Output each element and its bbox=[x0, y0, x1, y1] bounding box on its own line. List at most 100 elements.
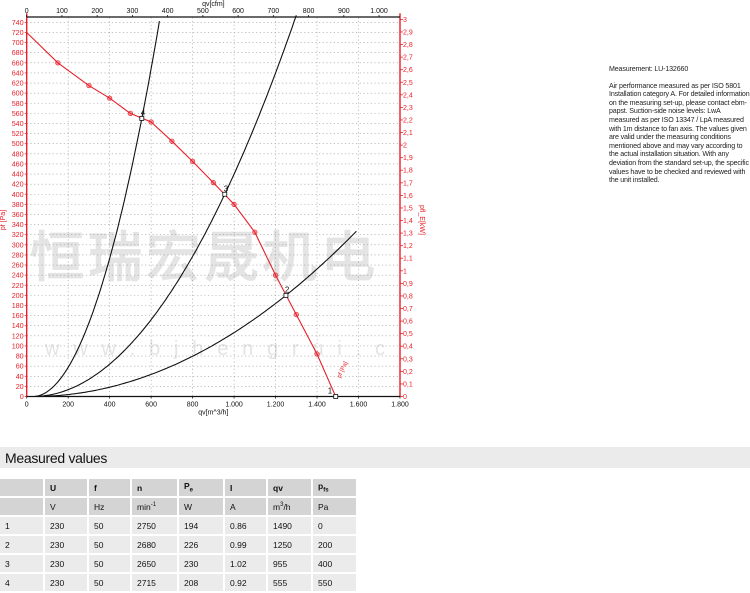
y-tick-label: 420 bbox=[12, 180, 24, 189]
y-tick-label: 360 bbox=[12, 210, 24, 219]
y-tick-label: 740 bbox=[12, 18, 24, 27]
y-tick-label: 700 bbox=[12, 38, 24, 47]
table-cell bbox=[0, 479, 43, 496]
table-cell: 226 bbox=[179, 536, 223, 553]
y2-tick-label: 0,1 bbox=[403, 381, 413, 388]
measured-values-title: Measured values bbox=[5, 450, 108, 466]
y-tick-label: 260 bbox=[12, 261, 24, 270]
y-tick-label: 660 bbox=[12, 58, 24, 67]
system-curve bbox=[32, 21, 160, 398]
table-cell: 230 bbox=[45, 536, 87, 553]
table-cell: Pa bbox=[313, 498, 356, 515]
y2-tick-label: 1,5 bbox=[403, 205, 413, 212]
y-tick-label: 340 bbox=[12, 220, 24, 229]
y2-tick-label: 3 bbox=[403, 17, 407, 24]
y-tick-label: 400 bbox=[12, 190, 24, 199]
x2-tick-label: 100 bbox=[56, 8, 68, 15]
y2-tick-label: 0,7 bbox=[403, 306, 413, 313]
table-cell: 230 bbox=[45, 517, 87, 534]
y-tick-label: 80 bbox=[16, 352, 24, 361]
fan-curve-marker bbox=[148, 119, 154, 125]
operating-point-label: 3 bbox=[224, 184, 229, 193]
table-cell: 200 bbox=[313, 536, 356, 553]
y2-tick-label: 0,9 bbox=[403, 281, 413, 288]
fan-curve-marker bbox=[86, 82, 92, 89]
y2-tick-label: 1,4 bbox=[403, 218, 413, 225]
y-tick-label: 600 bbox=[12, 89, 24, 98]
table-cell: qv bbox=[268, 479, 311, 496]
fan-curve-marker bbox=[293, 311, 299, 318]
table-cell: W bbox=[179, 498, 223, 515]
y-tick-label: 520 bbox=[12, 129, 24, 138]
table-cell: 1 bbox=[0, 517, 43, 534]
x2-tick-label: 0 bbox=[25, 8, 29, 15]
y2-tick-label: 1,2 bbox=[403, 243, 413, 250]
fan-curve-marker bbox=[190, 158, 196, 164]
measurement-description: Air performance measured as per ISO 5801… bbox=[609, 81, 750, 185]
fan-curve-marker bbox=[252, 229, 258, 235]
table-cell: 550 bbox=[313, 574, 356, 591]
x-tick-label: 1.200 bbox=[267, 402, 285, 409]
table-cell: 50 bbox=[89, 574, 130, 591]
y2-tick-label: 0,4 bbox=[403, 344, 413, 351]
watermark-url: w w w . b j h e n g r u i . c bbox=[44, 338, 385, 360]
watermark-text: 恒瑞宏晟机电 bbox=[30, 228, 375, 288]
y2-tick-label: 1,8 bbox=[403, 168, 413, 175]
x2-axis-label: qv[cfm] bbox=[202, 1, 225, 8]
fan-curve-marker bbox=[107, 95, 113, 101]
operating-point-marker bbox=[333, 394, 339, 399]
fan-curve-marker bbox=[210, 180, 216, 186]
y-tick-label: 720 bbox=[12, 28, 24, 37]
operating-point-label: 2 bbox=[285, 285, 290, 294]
y2-tick-label: 0 bbox=[403, 394, 407, 401]
x-axis-label: qv[m^3/h] bbox=[198, 410, 228, 417]
x2-tick-label: 1.000 bbox=[370, 8, 388, 15]
table-cell: 230 bbox=[45, 555, 87, 572]
table-cell: 2715 bbox=[132, 574, 177, 591]
y2-tick-label: 0,3 bbox=[403, 356, 413, 363]
x-tick-label: 600 bbox=[145, 402, 157, 409]
y-tick-label: 280 bbox=[12, 250, 24, 259]
table-cell: n bbox=[132, 479, 177, 496]
fan-curve-marker bbox=[169, 138, 175, 144]
table-cell: min-1 bbox=[132, 498, 177, 515]
table-cell: f bbox=[89, 479, 130, 496]
y2-tick-label: 0,6 bbox=[403, 319, 413, 326]
table-cell: 2 bbox=[0, 536, 43, 553]
y2-tick-label: 1,6 bbox=[403, 193, 413, 200]
table-cell: Hz bbox=[89, 498, 130, 515]
table-cell: 555 bbox=[268, 574, 311, 591]
table-cell: V bbox=[45, 498, 87, 515]
operating-point-marker bbox=[139, 116, 145, 121]
y2-tick-label: 0,8 bbox=[403, 293, 413, 300]
y2-tick-label: 0,5 bbox=[403, 331, 413, 338]
y2-tick-label: 2,2 bbox=[403, 117, 413, 124]
x-tick-label: 1.400 bbox=[308, 402, 326, 409]
y-tick-label: 220 bbox=[12, 281, 24, 290]
table-cell: 4 bbox=[0, 574, 43, 591]
fan-curve-marker bbox=[127, 110, 133, 116]
measured-values-header: Measured values bbox=[0, 447, 750, 468]
y-tick-label: 620 bbox=[12, 79, 24, 88]
y-tick-label: 60 bbox=[16, 362, 24, 371]
x-tick-label: 1.000 bbox=[225, 402, 243, 409]
y-tick-label: 640 bbox=[12, 68, 24, 77]
table-cell: U bbox=[45, 479, 87, 496]
y-tick-label: 540 bbox=[12, 119, 24, 128]
operating-point-label: 4 bbox=[141, 108, 146, 117]
x2-tick-label: 900 bbox=[338, 8, 350, 15]
operating-point-marker bbox=[222, 191, 228, 197]
fan-curve-label: pf [Pa] bbox=[337, 361, 350, 380]
fan-curve-marker bbox=[231, 201, 237, 207]
table-cell: pfs bbox=[313, 479, 356, 496]
y-tick-label: 560 bbox=[12, 109, 24, 118]
x-tick-label: 0 bbox=[25, 402, 29, 409]
table-cell: 0.86 bbox=[225, 517, 266, 534]
y-tick-label: 580 bbox=[12, 99, 24, 108]
y-tick-label: 440 bbox=[12, 170, 24, 179]
y-tick-label: 460 bbox=[12, 159, 24, 168]
y-tick-label: 200 bbox=[12, 291, 24, 300]
y2-tick-label: 2,5 bbox=[403, 80, 413, 87]
table-cell: 208 bbox=[179, 574, 223, 591]
